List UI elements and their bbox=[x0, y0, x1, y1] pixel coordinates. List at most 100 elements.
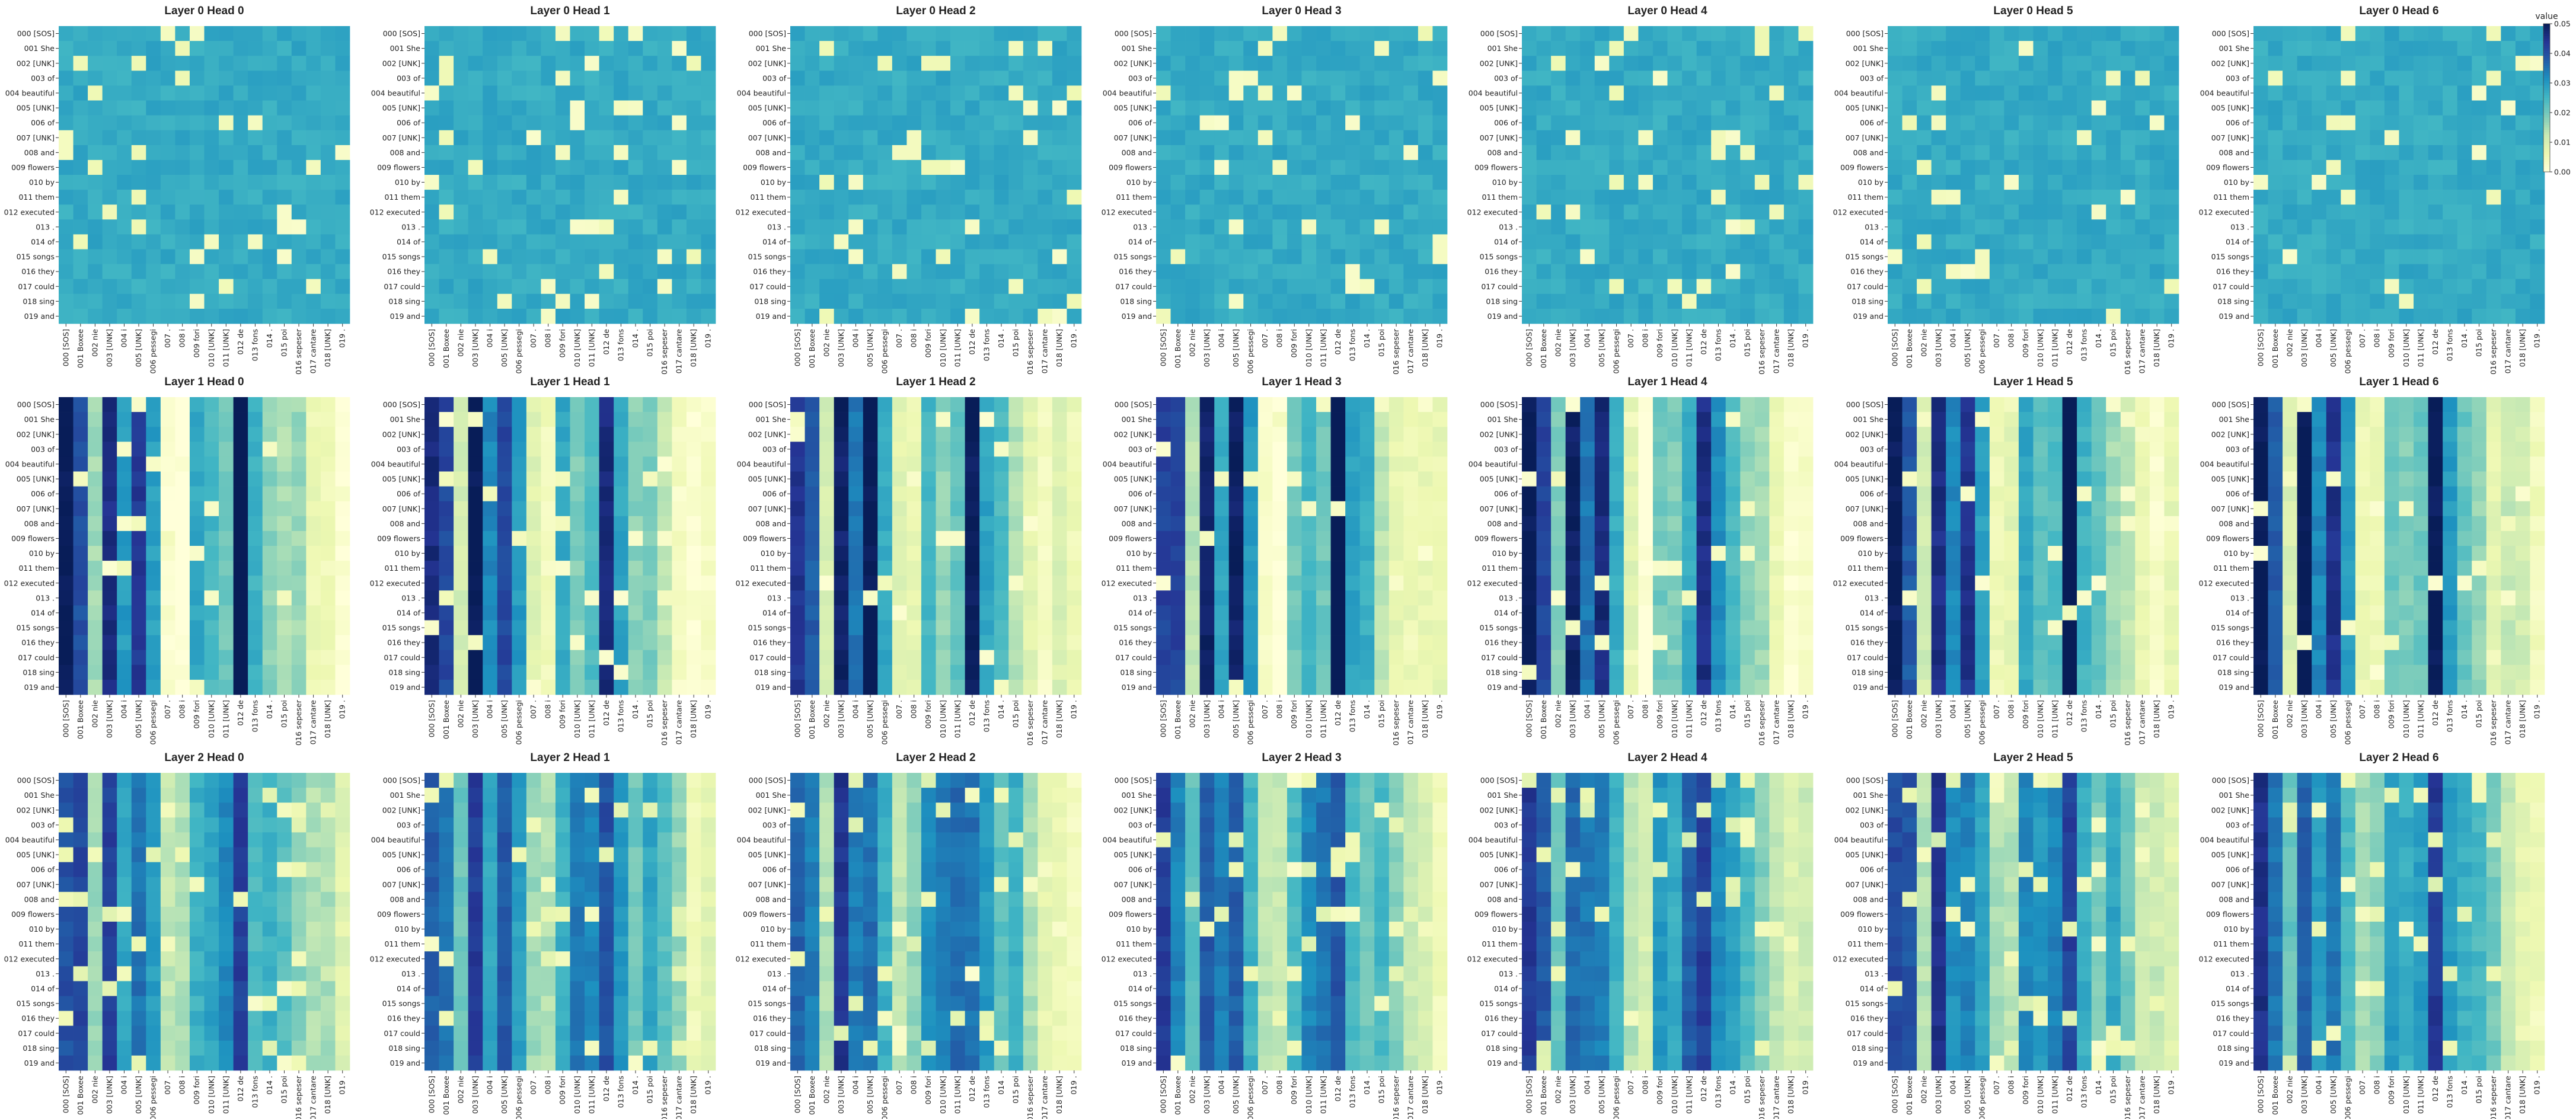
heatmap-cell bbox=[2486, 130, 2501, 146]
heatmap-cell bbox=[454, 561, 468, 576]
heatmap-cell bbox=[175, 204, 190, 220]
heatmap-cell bbox=[59, 486, 74, 502]
heatmap-cell bbox=[790, 279, 805, 295]
heatmap-cell bbox=[2149, 308, 2165, 324]
y-tick-label: 001 She bbox=[756, 44, 787, 53]
heatmap-cell bbox=[1185, 501, 1200, 517]
heatmap-cell bbox=[262, 486, 277, 502]
heatmap-cell bbox=[2457, 249, 2472, 264]
heatmap-cell bbox=[117, 590, 132, 606]
heatmap-cell bbox=[335, 546, 350, 561]
heatmap-cell bbox=[175, 561, 190, 576]
heatmap-cell bbox=[1667, 234, 1683, 250]
heatmap-cell bbox=[1052, 427, 1067, 442]
heatmap-cell bbox=[2312, 130, 2327, 146]
heatmap-cell bbox=[102, 605, 117, 621]
heatmap-cell bbox=[1769, 115, 1785, 131]
heatmap-cell bbox=[204, 308, 219, 324]
heatmap-cell bbox=[1888, 234, 1903, 250]
heatmap-cell bbox=[248, 412, 263, 427]
heatmap-cell bbox=[1536, 26, 1552, 41]
heatmap-cell bbox=[790, 516, 805, 532]
heatmap-cell bbox=[790, 456, 805, 472]
heatmap-cell bbox=[102, 397, 117, 413]
heatmap-cell bbox=[2530, 219, 2545, 235]
heatmap-cell bbox=[1156, 41, 1171, 56]
heatmap-cell bbox=[1783, 159, 1799, 175]
heatmap-cell bbox=[59, 635, 74, 651]
x-tick-label: 018 [UNK] bbox=[1786, 329, 1795, 367]
heatmap-cell bbox=[1228, 219, 1244, 235]
heatmap-cell bbox=[2004, 130, 2019, 146]
heatmap-cell bbox=[1301, 264, 1317, 280]
heatmap-cell bbox=[1623, 85, 1639, 101]
heatmap-cell bbox=[585, 175, 599, 190]
heatmap-cell bbox=[599, 397, 614, 413]
heatmap-cell bbox=[2326, 26, 2341, 41]
heatmap-cell bbox=[1888, 204, 1903, 220]
heatmap-cell bbox=[805, 145, 820, 161]
heatmap-cell bbox=[1902, 130, 1917, 146]
heatmap-cell bbox=[512, 561, 527, 576]
heatmap-cell bbox=[701, 293, 716, 309]
heatmap-cell bbox=[819, 546, 834, 561]
heatmap-cell bbox=[1199, 71, 1215, 86]
heatmap-cell bbox=[790, 71, 805, 86]
heatmap-cell bbox=[59, 546, 74, 561]
heatmap-cell bbox=[2326, 190, 2341, 205]
heatmap-cell bbox=[1432, 427, 1448, 442]
heatmap-cell bbox=[424, 234, 439, 250]
heatmap-cell bbox=[979, 26, 995, 41]
heatmap-cell bbox=[2355, 204, 2370, 220]
heatmap-cell bbox=[790, 130, 805, 146]
heatmap-cell bbox=[599, 308, 614, 324]
heatmap-cell bbox=[672, 530, 687, 546]
heatmap-cell bbox=[1287, 412, 1302, 427]
heatmap-cell bbox=[117, 159, 132, 175]
heatmap-cell bbox=[262, 130, 277, 146]
heatmap-cell bbox=[248, 41, 263, 56]
heatmap-cell bbox=[1652, 204, 1668, 220]
heatmap-cell bbox=[291, 56, 307, 71]
heatmap-cell bbox=[2048, 71, 2063, 86]
heatmap-cell bbox=[1023, 41, 1038, 56]
heatmap-cell bbox=[921, 85, 936, 101]
heatmap-cell bbox=[834, 56, 849, 71]
heatmap-cell bbox=[1609, 279, 1624, 295]
heatmap-cell bbox=[643, 204, 658, 220]
heatmap-cell bbox=[2018, 85, 2034, 101]
heatmap-cell bbox=[277, 279, 292, 295]
x-tick-label: 007 . bbox=[163, 329, 172, 348]
heatmap-cell bbox=[921, 546, 936, 561]
heatmap-cell bbox=[614, 456, 629, 472]
heatmap-cell bbox=[497, 159, 512, 175]
heatmap-cell bbox=[1696, 293, 1712, 309]
heatmap-cell bbox=[439, 293, 454, 309]
heatmap-cell bbox=[2106, 249, 2121, 264]
heatmap-cell bbox=[877, 279, 893, 295]
heatmap-cell bbox=[1359, 234, 1375, 250]
heatmap-cell bbox=[219, 279, 234, 295]
heatmap-cell bbox=[131, 85, 146, 101]
heatmap-cell bbox=[701, 56, 716, 71]
heatmap-cells bbox=[790, 26, 1082, 324]
heatmap-cell bbox=[59, 41, 74, 56]
heatmap-cell bbox=[1989, 204, 2004, 220]
heatmap-cell bbox=[2048, 100, 2063, 116]
heatmap-cell bbox=[994, 590, 1009, 606]
heatmap-cell bbox=[277, 308, 292, 324]
heatmap-cell bbox=[2283, 56, 2297, 71]
y-tick-label: 010 by bbox=[761, 549, 787, 558]
y-tick-label: 009 flowers bbox=[11, 163, 55, 172]
heatmap-cell bbox=[1798, 115, 1814, 131]
x-tick-label: 015 poi bbox=[280, 329, 289, 357]
heatmap-cell bbox=[950, 308, 965, 324]
heatmap-cell bbox=[335, 471, 350, 487]
heatmap-cell bbox=[2414, 219, 2428, 235]
heatmap-cell bbox=[950, 530, 965, 546]
heatmap-cell bbox=[1711, 293, 1726, 309]
heatmap-cell bbox=[160, 249, 175, 264]
heatmap-cell bbox=[1272, 249, 1288, 264]
heatmap-cell bbox=[936, 576, 951, 591]
heatmap-cell bbox=[1359, 308, 1375, 324]
